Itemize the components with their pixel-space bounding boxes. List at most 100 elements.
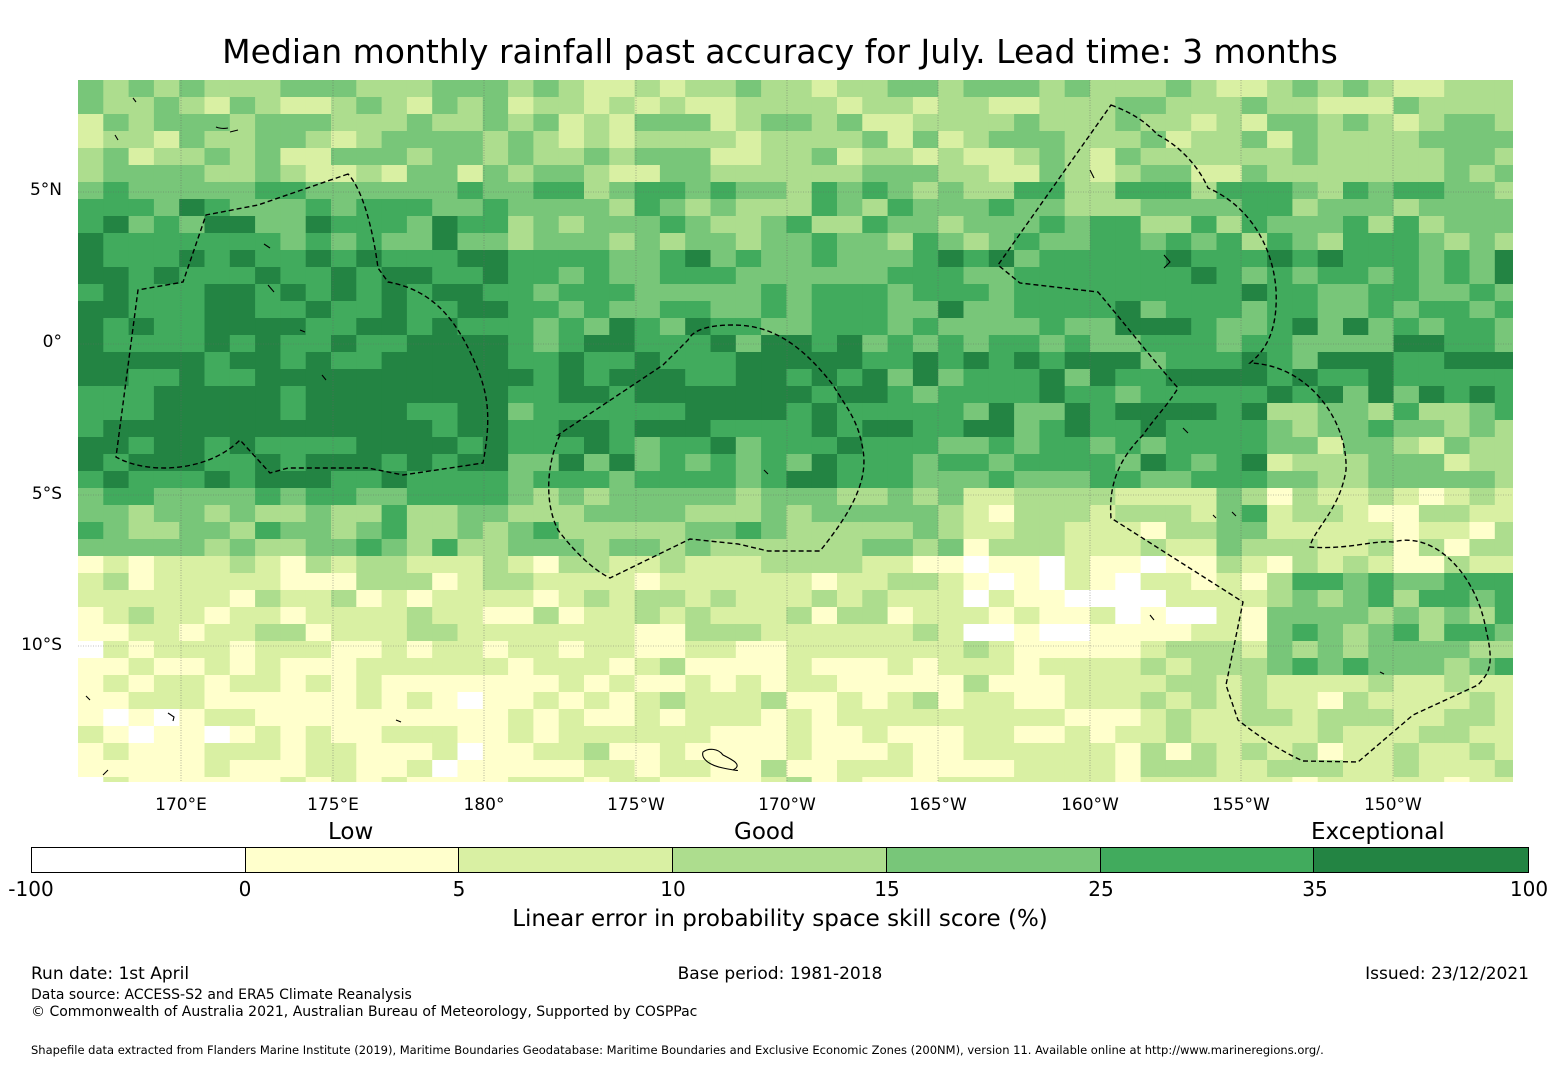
grid-cell	[229, 573, 256, 591]
grid-cell	[1393, 403, 1420, 421]
grid-cell	[912, 437, 939, 455]
grid-cell	[837, 488, 863, 506]
grid-cell	[78, 267, 104, 285]
grid-cell	[406, 352, 433, 370]
grid-cell	[1267, 403, 1293, 421]
grid-cell	[1469, 250, 1496, 268]
grid-cell	[356, 131, 383, 149]
grid-cell	[1393, 556, 1420, 574]
colorbar-tick: 10	[660, 877, 686, 901]
grid-cell	[255, 692, 281, 710]
grid-cell	[1393, 199, 1420, 217]
grid-cell	[78, 97, 104, 115]
grid-cell	[255, 556, 281, 574]
grid-cell	[761, 267, 787, 285]
grid-cell	[533, 97, 560, 115]
grid-cell	[406, 743, 433, 761]
grid-cell	[1494, 641, 1513, 659]
grid-cell	[381, 420, 408, 438]
grid-cell	[1418, 743, 1445, 761]
grid-cell	[1064, 488, 1091, 506]
grid-cell	[837, 80, 863, 98]
grid-cell	[1267, 556, 1293, 574]
grid-cell	[331, 709, 357, 727]
grid-cell	[761, 284, 787, 302]
grid-cell	[609, 607, 636, 625]
grid-cell	[963, 539, 990, 557]
grid-cell	[406, 233, 433, 251]
grid-cell	[1115, 250, 1142, 268]
grid-cell	[381, 403, 408, 421]
grid-cell	[685, 641, 712, 659]
grid-cell	[1191, 148, 1218, 166]
grid-cell	[128, 488, 155, 506]
grid-cell	[938, 301, 965, 319]
grid-cell	[1444, 403, 1471, 421]
grid-cell	[912, 709, 939, 727]
grid-cell	[1317, 216, 1344, 234]
grid-cell	[1090, 641, 1116, 659]
grid-cell	[659, 369, 686, 387]
grid-cell	[103, 233, 130, 251]
grid-cell	[786, 692, 813, 710]
grid-cell	[1368, 454, 1395, 472]
grid-cell	[1191, 165, 1218, 183]
grid-cell	[305, 131, 332, 149]
grid-cell	[179, 556, 206, 574]
grid-cell	[837, 726, 863, 744]
grid-cell	[78, 692, 104, 710]
grid-cell	[78, 233, 104, 251]
grid-cell	[811, 556, 838, 574]
grid-cell	[1393, 267, 1420, 285]
grid-cell	[761, 573, 787, 591]
grid-cell	[1292, 505, 1319, 523]
grid-cell	[938, 471, 965, 489]
grid-cell	[128, 284, 155, 302]
grid-cell	[204, 318, 231, 336]
grid-cell	[406, 505, 433, 523]
grid-cell	[685, 420, 712, 438]
grid-cell	[1216, 318, 1243, 336]
grid-cell	[1165, 318, 1192, 336]
grid-cell	[1090, 148, 1116, 166]
grid-cell	[811, 386, 838, 404]
category-label-exceptional: Exceptional	[1311, 819, 1445, 845]
grid-cell	[1444, 114, 1471, 132]
grid-cell	[103, 182, 130, 200]
grid-cell	[280, 182, 307, 200]
grid-cell	[634, 777, 661, 782]
grid-cell	[988, 233, 1015, 251]
grid-cell	[255, 743, 281, 761]
grid-cell	[811, 301, 838, 319]
grid-cell	[761, 539, 787, 557]
grid-cell	[1216, 675, 1243, 693]
grid-cell	[558, 131, 585, 149]
category-label-good: Good	[734, 819, 795, 845]
grid-cell	[837, 539, 863, 557]
grid-cell	[204, 709, 231, 727]
grid-cell	[1014, 80, 1040, 98]
grid-cell	[1343, 658, 1369, 676]
grid-cell	[811, 335, 838, 353]
grid-cell	[1064, 182, 1091, 200]
grid-cell	[1191, 335, 1218, 353]
grid-cell	[381, 301, 408, 319]
grid-cell	[988, 573, 1015, 591]
grid-cell	[912, 267, 939, 285]
grid-cell	[811, 522, 838, 540]
grid-cell	[1140, 658, 1167, 676]
grid-cell	[862, 250, 889, 268]
grid-cell	[1115, 437, 1142, 455]
grid-cell	[685, 488, 712, 506]
grid-cell	[837, 454, 863, 472]
grid-cell	[255, 369, 281, 387]
grid-cell	[938, 182, 965, 200]
grid-cell	[558, 658, 585, 676]
grid-cell	[1393, 97, 1420, 115]
grid-cell	[356, 590, 383, 608]
grid-cell	[406, 760, 433, 778]
grid-cell	[331, 386, 357, 404]
grid-cell	[963, 216, 990, 234]
grid-cell	[761, 624, 787, 642]
grid-cell	[1292, 97, 1319, 115]
